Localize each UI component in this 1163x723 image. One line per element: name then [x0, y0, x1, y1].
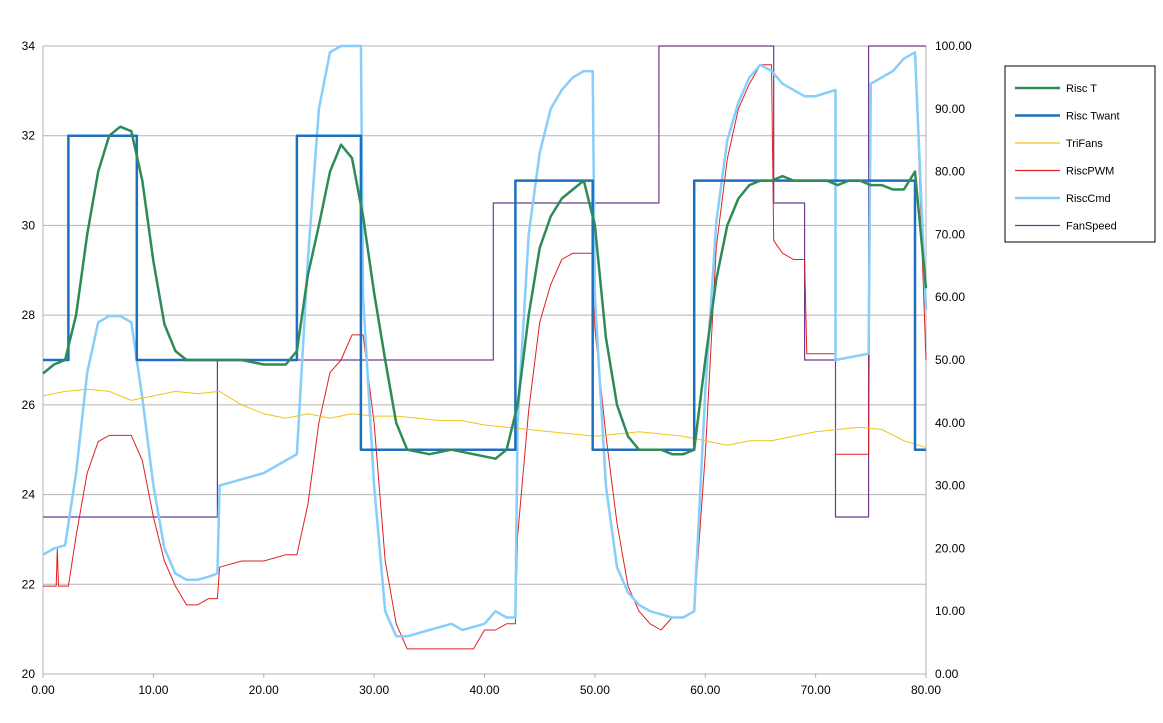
series-line-riscpwm — [43, 51, 927, 650]
y-right-tick-label: 70.00 — [935, 227, 965, 241]
y-right-tick-label: 90.00 — [935, 102, 965, 116]
y-left-tick-label: 28 — [22, 308, 36, 322]
y-right-tick-label: 0.00 — [935, 667, 959, 681]
series-line-trifans — [42, 388, 927, 448]
y-right-tick-label: 40.00 — [935, 416, 965, 430]
legend: Risc T Risc Twant TriFans RiscPWM RiscCmd Fan… — [1004, 65, 1156, 243]
x-tick-label: 40.00 — [469, 683, 499, 697]
axes: 20 22 24 26 28 30 32 34 0.00 10.00 20.00 30.00 40.00… — [22, 39, 972, 697]
x-tick-label: 50.00 — [580, 683, 610, 697]
y-left-tick-label: 30 — [22, 218, 36, 232]
y-left-tick-label: 32 — [22, 129, 36, 143]
series-lines — [42, 44, 928, 650]
y-right-tick-label: 80.00 — [935, 165, 965, 179]
x-tick-label: 10.00 — [138, 683, 168, 697]
series-line-risc-twant — [43, 134, 926, 451]
y-left-tick-label: 20 — [22, 667, 36, 681]
y-left-tick-label: 22 — [22, 577, 36, 591]
legend-label: FanSpeed — [1066, 221, 1117, 233]
y-right-tick-label: 20.00 — [935, 541, 965, 555]
x-tick-label: 60.00 — [690, 683, 720, 697]
series-line-risccmd — [42, 44, 928, 638]
y-right-tick-label: 100.00 — [935, 39, 972, 53]
y-right-tick-label: 60.00 — [935, 290, 965, 304]
legend-label: Risc Twant — [1066, 111, 1120, 123]
y-right-tick-label: 10.00 — [935, 604, 965, 618]
x-tick-label: 80.00 — [911, 683, 941, 697]
gridlines — [43, 45, 926, 675]
x-tick-label: 70.00 — [801, 683, 831, 697]
series-line-fanspeed — [43, 45, 926, 518]
y-left-tick-label: 34 — [22, 39, 36, 53]
legend-label: TriFans — [1066, 138, 1103, 150]
y-right-tick-label: 30.00 — [935, 479, 965, 493]
legend-label: RiscPWM — [1066, 166, 1114, 178]
x-tick-label: 20.00 — [249, 683, 279, 697]
x-tick-label: 0.00 — [31, 683, 55, 697]
legend-label: Risc T — [1066, 83, 1097, 95]
y-left-tick-label: 24 — [22, 488, 36, 502]
legend-box — [1004, 65, 1156, 243]
legend-label: RiscCmd — [1066, 193, 1111, 205]
y-right-tick-label: 50.00 — [935, 353, 965, 367]
series-line-risc-t — [42, 125, 928, 460]
x-tick-label: 30.00 — [359, 683, 389, 697]
y-left-tick-label: 26 — [22, 398, 36, 412]
